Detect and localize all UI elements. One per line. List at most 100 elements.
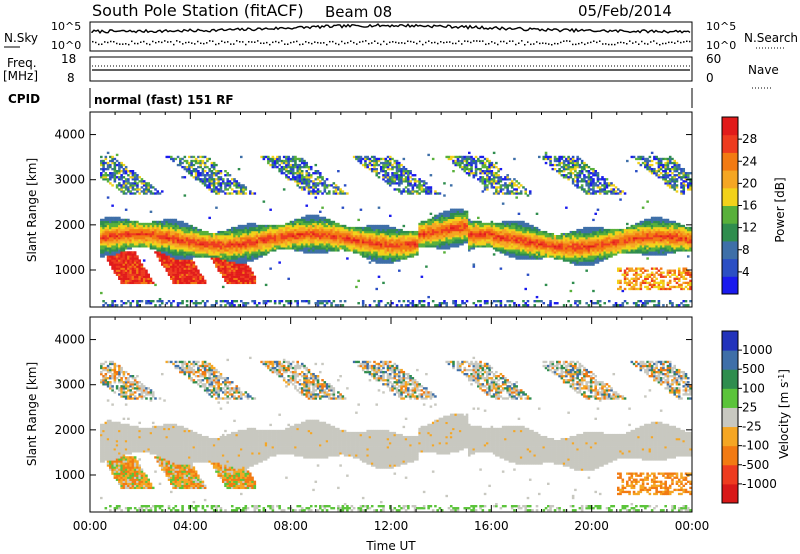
- noise-search-dot: [356, 43, 358, 45]
- echo-cell: [120, 232, 123, 236]
- echo-cell: [267, 230, 270, 234]
- echo-cell: [346, 235, 349, 238]
- echo-cell: [434, 243, 437, 246]
- echo-cell: [199, 235, 202, 238]
- echo-cell: [501, 224, 505, 228]
- echo-cell: [402, 257, 406, 260]
- echo-cell: [490, 174, 494, 177]
- echo-cell: [251, 245, 254, 248]
- noise-search-dot: [140, 41, 142, 43]
- echo-cell: [497, 224, 500, 228]
- echo-cell: [316, 176, 320, 179]
- echo-cell: [174, 224, 178, 228]
- echo-cell: [400, 176, 403, 179]
- echo-cell: [328, 245, 331, 248]
- echo-cell: [461, 237, 464, 240]
- echo-cell: [488, 228, 491, 232]
- echo-cell: [404, 257, 408, 260]
- echo-cell: [375, 230, 379, 234]
- echo-cell: [115, 241, 119, 244]
- echo-cell: [452, 216, 455, 220]
- echo-cell: [429, 212, 433, 215]
- echo-cell: [436, 239, 439, 242]
- echo-cell: [174, 243, 178, 246]
- echo-cell: [312, 188, 315, 191]
- echo-cell: [151, 220, 155, 224]
- echo-cell: [499, 241, 503, 244]
- echo-cell: [230, 182, 234, 185]
- echo-cell: [373, 232, 376, 236]
- echo-cell: [368, 304, 372, 307]
- echo-cell: [194, 245, 198, 248]
- echo-cell: [312, 251, 315, 254]
- echo-cell: [170, 243, 173, 246]
- echo-cell: [447, 245, 451, 248]
- echo-cell: [124, 235, 128, 238]
- echo-cell: [328, 239, 331, 242]
- echo-cell: [477, 300, 480, 303]
- echo-cell: [416, 239, 419, 242]
- echo-cell: [102, 230, 105, 234]
- echo-cell: [436, 214, 439, 218]
- echo-cell: [140, 224, 144, 228]
- echo-cell: [233, 235, 236, 238]
- echo-cell: [192, 273, 196, 276]
- echo-cell: [325, 224, 329, 228]
- echo-cell: [100, 237, 103, 240]
- echo-cell: [504, 237, 507, 240]
- echo-cell: [377, 300, 381, 303]
- echo-cell: [298, 235, 302, 238]
- echo-cell: [271, 232, 275, 236]
- echo-cell: [305, 222, 309, 226]
- echo-cell: [407, 190, 410, 193]
- echo-cell: [185, 226, 189, 230]
- echo-cell: [373, 228, 376, 232]
- echo-cell: [127, 261, 130, 264]
- echo-cell: [422, 190, 426, 193]
- echo-cell: [179, 157, 182, 161]
- echo-cell: [291, 163, 295, 167]
- echo-cell: [294, 218, 297, 222]
- echo-cell: [352, 251, 356, 254]
- echo-cell: [235, 281, 239, 285]
- echo-cell: [174, 222, 178, 226]
- echo-cell: [359, 228, 363, 232]
- echo-cell: [255, 247, 259, 250]
- noise-search-dot: [488, 42, 490, 45]
- noise-search-dot: [92, 40, 94, 43]
- echo-cell: [115, 243, 119, 246]
- echo-cell: [199, 174, 202, 177]
- echo-cell: [452, 228, 455, 232]
- echo-cell: [479, 155, 482, 159]
- echo-cell: [165, 237, 169, 240]
- echo-cell: [425, 265, 428, 268]
- echo-cell: [300, 226, 304, 230]
- echo-cell: [174, 263, 178, 266]
- noise-search-dot: [392, 41, 394, 43]
- echo-cell: [303, 228, 306, 232]
- echo-cell: [230, 251, 234, 254]
- echo-cell: [379, 161, 383, 165]
- echo-cell: [136, 174, 139, 177]
- echo-cell: [287, 226, 290, 230]
- echo-cell: [431, 235, 435, 238]
- echo-cell: [201, 159, 205, 163]
- echo-cell: [185, 243, 189, 246]
- echo-cell: [156, 228, 160, 232]
- echo-cell: [221, 245, 225, 248]
- echo-cell: [465, 232, 469, 236]
- echo-cell: [332, 249, 336, 252]
- noise-search-dot: [686, 40, 688, 43]
- echo-cell: [201, 182, 205, 185]
- beam-label: Beam 08: [325, 3, 392, 21]
- echo-cell: [136, 277, 139, 280]
- echo-cell: [314, 182, 318, 185]
- echo-cell: [190, 247, 193, 250]
- echo-cell: [486, 188, 489, 191]
- echo-cell: [440, 224, 444, 228]
- noise-search-dot: [215, 43, 217, 46]
- echo-cell: [115, 251, 119, 254]
- echo-cell: [251, 253, 254, 256]
- echo-cell: [194, 172, 198, 175]
- echo-cell: [422, 224, 426, 228]
